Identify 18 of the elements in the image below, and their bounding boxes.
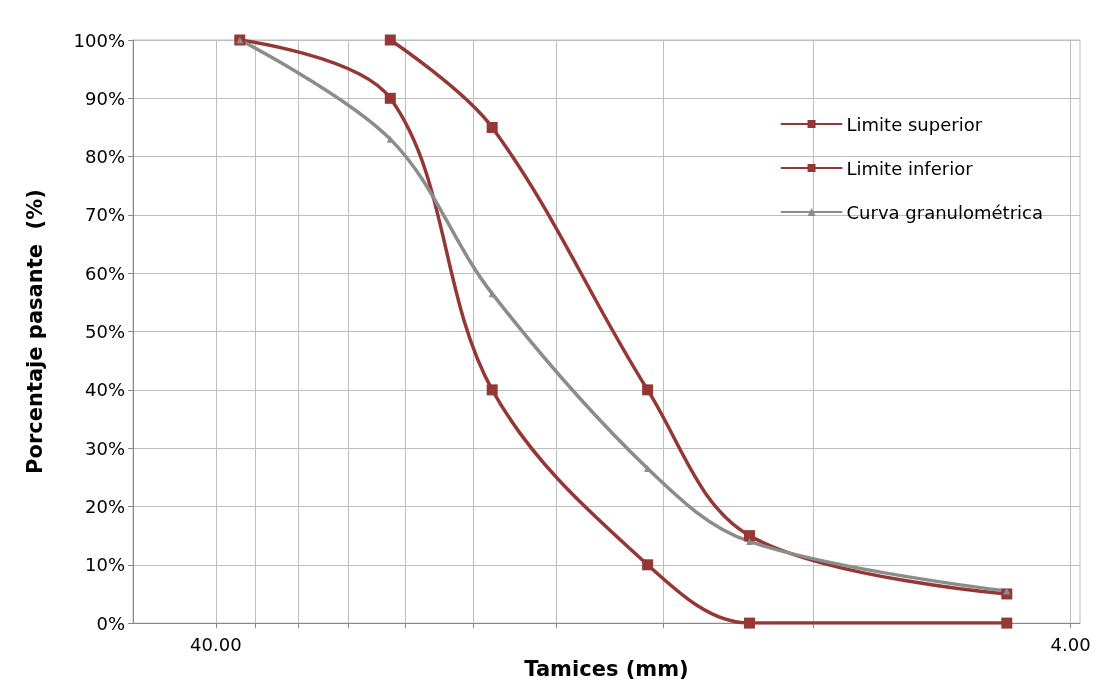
y-tick-label: 70% <box>84 204 125 226</box>
legend-label: Limite inferior <box>846 157 974 179</box>
y-tick-label: 40% <box>84 379 125 401</box>
y-tick-label: 60% <box>84 262 125 284</box>
y-axis-title: Porcentaje pasante (%) <box>22 189 47 474</box>
y-tick-label: 100% <box>73 29 125 51</box>
x-axis-title: Tamices (mm) <box>524 656 689 681</box>
y-tick-label: 90% <box>84 87 125 109</box>
y-tick-label: 0% <box>96 612 125 634</box>
y-tick-label: 50% <box>84 321 125 343</box>
x-tick-label: 40.00 <box>190 633 242 655</box>
y-tick-label: 10% <box>84 554 125 576</box>
x-tick-label: 4.00 <box>1050 633 1091 655</box>
legend-label: Limite superior <box>846 113 983 135</box>
legend-label: Curva granulométrica <box>846 201 1044 223</box>
y-tick-label: 30% <box>84 437 125 459</box>
y-tick-label: 20% <box>84 495 125 517</box>
y-tick-label: 80% <box>84 146 125 168</box>
